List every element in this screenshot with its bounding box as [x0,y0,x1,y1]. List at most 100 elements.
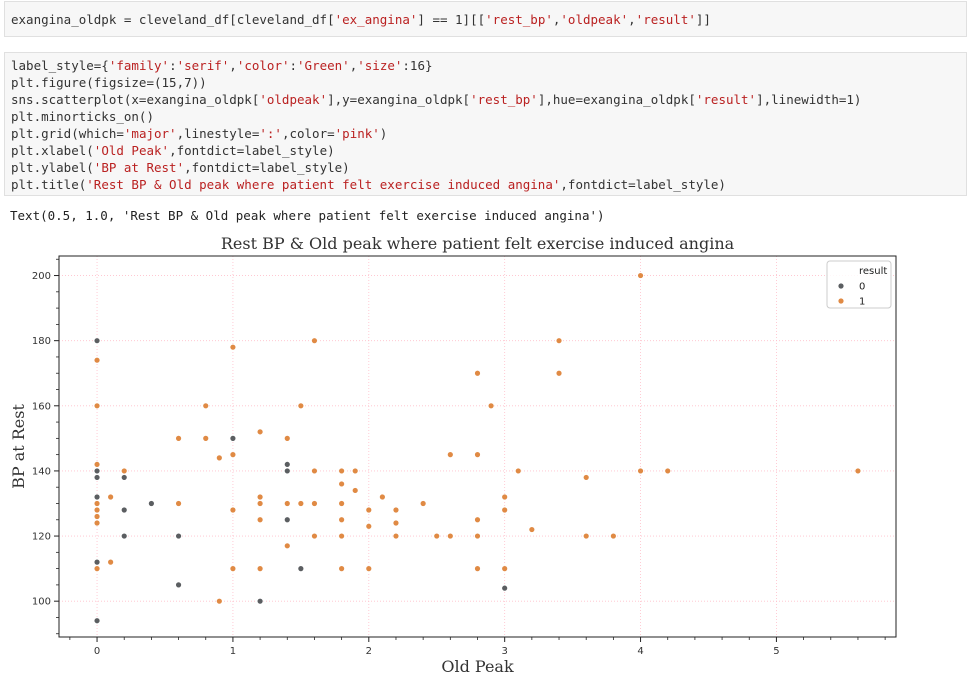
code-token: plt.minorticks_on() [11,109,154,124]
data-point-result-1 [501,565,509,573]
data-point-result-1 [392,519,400,527]
code-token: ) [379,126,388,141]
data-point-result-1 [474,516,481,524]
code-string-token: 'rest_bp' [470,92,538,107]
code-token: ],linewidth=1) [756,92,862,107]
data-point-result-1 [582,474,590,481]
code-token: label_style={ [11,58,109,73]
code-string-token: 'color' [236,58,290,73]
data-point-result-1 [202,402,210,410]
code-token: sns.scatterplot(x=exangina_oldpk[ [11,92,260,107]
data-point-result-1 [229,451,237,459]
code-token: : [169,58,177,73]
data-point-result-0 [93,474,101,481]
data-point-result-0 [256,597,264,605]
data-point-result-0 [175,532,182,540]
code-string-token: 'major' [123,126,177,141]
data-point-result-1 [474,451,481,459]
data-point-result-1 [93,565,101,573]
code-string-token: 'Old Peak' [93,143,170,158]
code-line: sns.scatterplot(x=exangina_oldpk['oldpea… [11,91,960,108]
code-token: exangina_oldpk = cleveland_df[cleveland_… [11,12,335,27]
x-tick-label: 0 [94,646,100,657]
code-line: plt.minorticks_on() [11,108,960,125]
legend: result 01 [826,260,892,309]
data-point-result-1 [256,565,264,573]
data-point-result-1 [283,542,291,550]
y-tick-label: 120 [32,532,51,543]
data-point-result-1 [229,506,237,514]
code-line: exangina_oldpk = cleveland_df[cleveland_… [11,11,960,28]
code-token: ,color= [281,126,335,141]
data-point-result-0 [93,558,101,566]
data-point-result-1 [351,487,359,494]
code-cell-query[interactable]: exangina_oldpk = cleveland_df[cleveland_… [4,1,967,37]
x-tick-label: 3 [501,646,507,657]
data-point-result-1 [392,532,400,540]
data-point-result-1 [378,493,386,501]
data-point-result-1 [637,467,644,475]
data-point-result-1 [175,500,182,507]
code-token: , [552,12,561,27]
code-token: :16} [402,58,433,73]
data-point-result-1 [202,434,210,442]
data-point-result-1 [338,467,346,475]
y-tick-label: 200 [32,271,51,282]
code-string-token: ':' [259,126,282,141]
code-string-token: 'ex_angina' [334,12,418,27]
data-point-result-1 [446,451,454,459]
data-point-result-1 [229,565,237,573]
data-point-result-1 [338,500,346,507]
y-axis-label: BP at Rest [9,404,28,489]
code-line: plt.figure(figsize=(15,7)) [11,74,960,91]
data-point-result-0 [283,467,291,475]
legend-box [826,260,892,309]
code-line: plt.title('Rest BP & Old peak where pati… [11,176,960,193]
data-point-result-1 [283,434,291,442]
code-token: plt.title( [11,177,87,192]
legend-label-1: 1 [859,297,865,308]
code-line: plt.xlabel('Old Peak',fontdict=label_sty… [11,142,960,159]
code-token: : [289,58,298,73]
data-point-result-1 [93,356,101,364]
data-point-result-1 [365,522,373,530]
data-point-result-1 [93,519,101,527]
code-string-token: 'oldpeak' [259,92,328,107]
data-point-result-1 [854,467,862,475]
code-token: , [628,12,636,27]
data-point-result-1 [256,428,264,436]
data-point-result-1 [474,532,481,540]
code-line: plt.ylabel('BP at Rest',fontdict=label_s… [11,159,960,176]
code-token: , [229,58,237,73]
data-point-result-1 [609,532,617,540]
code-string-token: 'result' [695,92,757,107]
data-point-result-0 [501,584,509,592]
data-point-result-1 [297,402,305,410]
data-point-result-1 [351,467,359,475]
code-token: , [349,58,358,73]
code-line: plt.grid(which='major',linestyle=':',col… [11,125,960,142]
data-point-result-1 [256,516,264,524]
data-point-result-1 [93,513,101,520]
data-point-result-0 [229,434,237,442]
x-tick-label: 1 [230,646,236,657]
data-point-result-0 [120,506,128,514]
data-point-result-0 [175,581,182,589]
data-point-result-1 [501,506,509,514]
code-token: ]] [695,12,711,27]
data-point-result-1 [555,337,563,345]
y-tick-label: 160 [32,401,51,412]
data-point-result-0 [147,500,155,507]
data-point-result-0 [297,565,305,573]
data-point-result-1 [637,272,644,279]
data-point-result-1 [107,558,115,566]
data-point-result-1 [256,500,264,507]
data-point-result-1 [501,493,509,501]
code-string-token: 'Rest BP & Old peak where patient felt e… [86,177,561,192]
data-point-result-1 [582,532,590,540]
code-token: ] == 1][[ [417,12,486,27]
data-point-result-1 [487,402,495,410]
code-string-token: 'family' [108,58,170,73]
code-cell-plot[interactable]: label_style={'family':'serif','color':'G… [4,52,967,196]
data-point-result-1 [107,493,115,501]
